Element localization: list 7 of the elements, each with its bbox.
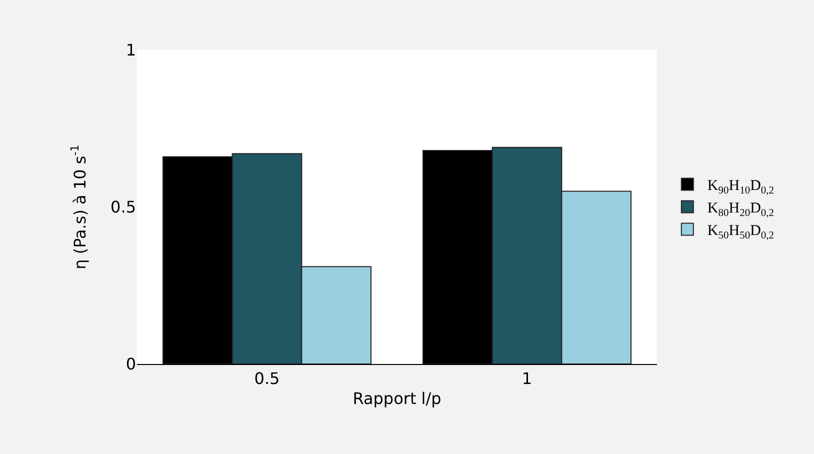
x-axis-title: Rapport l/p (352, 388, 442, 408)
y-tick-label: 0.5 (110, 198, 136, 217)
legend-label: K$_{50}$H$_{50}$D$_{0,2}$ (707, 223, 774, 242)
y-tick-label: 0 (126, 354, 136, 374)
y-tick-label: 1 (126, 40, 136, 60)
legend-label: K$_{80}$H$_{20}$D$_{0,2}$ (707, 200, 774, 219)
legend-label: K$_{90}$H$_{10}$D$_{0,2}$ (707, 178, 774, 196)
